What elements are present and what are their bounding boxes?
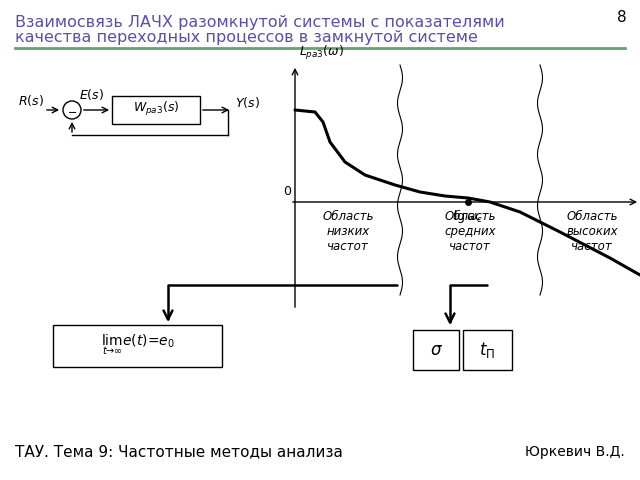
Text: качества переходных процессов в замкнутой системе: качества переходных процессов в замкнуто… [15, 30, 478, 45]
Text: $\lg\omega_c$: $\lg\omega_c$ [452, 208, 483, 225]
Text: Область
высоких
частот: Область высоких частот [566, 210, 618, 253]
FancyBboxPatch shape [112, 96, 200, 124]
Text: $-$: $-$ [67, 106, 77, 116]
Text: Область
средних
частот: Область средних частот [444, 210, 496, 253]
Text: $t_{\Pi}$: $t_{\Pi}$ [479, 340, 495, 360]
Text: Область
низких
частот: Область низких частот [323, 210, 374, 253]
Text: $R(s)$: $R(s)$ [18, 93, 44, 108]
Text: 8: 8 [617, 11, 627, 25]
FancyBboxPatch shape [413, 330, 459, 370]
Text: $\sigma$: $\sigma$ [429, 341, 442, 359]
Text: 0: 0 [283, 185, 291, 198]
Text: Юркевич В.Д.: Юркевич В.Д. [525, 445, 625, 459]
Text: Взаимосвязь ЛАЧХ разомкнутой системы с показателями: Взаимосвязь ЛАЧХ разомкнутой системы с п… [15, 15, 505, 30]
Text: $L_{pa3}(\omega)$: $L_{pa3}(\omega)$ [299, 44, 344, 62]
Text: $E(s)$: $E(s)$ [79, 87, 104, 102]
Text: $Y(s)$: $Y(s)$ [235, 95, 260, 109]
Text: $W_{pa3}(s)$: $W_{pa3}(s)$ [133, 100, 179, 118]
FancyBboxPatch shape [53, 325, 222, 367]
FancyBboxPatch shape [463, 330, 512, 370]
Text: $\lim_{t\to\infty}e(t)=e_0$: $\lim_{t\to\infty}e(t)=e_0$ [101, 333, 175, 357]
Text: ТАУ. Тема 9: Частотные методы анализа: ТАУ. Тема 9: Частотные методы анализа [15, 444, 343, 459]
